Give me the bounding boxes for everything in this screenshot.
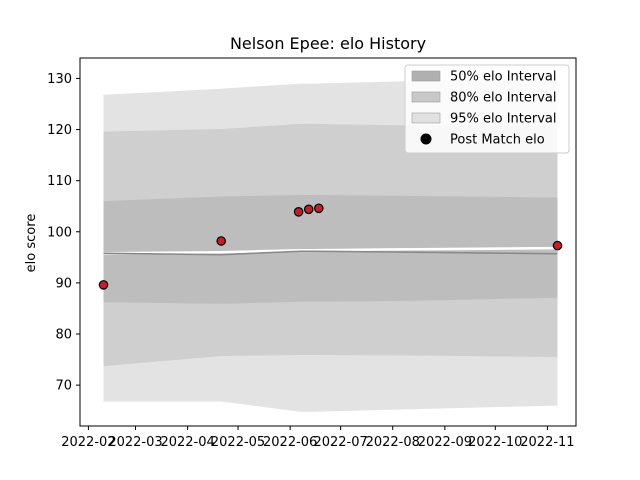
elo-lines: [103, 246, 558, 256]
y-tick-label: 80: [55, 328, 72, 343]
post-match-point: [552, 240, 563, 251]
legend-swatch: [411, 112, 441, 124]
legend-swatch: [411, 91, 441, 103]
y-tick-label: 90: [55, 276, 72, 291]
post-match-points: [98, 203, 563, 290]
x-tick-label: 2022-03: [108, 435, 162, 450]
legend-label: 80% elo Interval: [450, 91, 557, 106]
y-axis-label: elo score: [24, 214, 39, 273]
y-tick-label: 70: [55, 379, 72, 394]
x-tick-label: 2022-04: [160, 435, 214, 450]
legend-label: 50% elo Interval: [450, 70, 557, 85]
plot-frame: [79, 57, 577, 427]
axes: 7080901001101201302022-022022-032022-042…: [47, 57, 577, 450]
legend-swatch: [411, 70, 441, 82]
x-tick-label: 2022-02: [61, 435, 115, 450]
mean-elo-line: [103, 250, 558, 256]
y-tick-label: 110: [47, 174, 72, 189]
upper-elo-line: [103, 246, 558, 255]
post-match-point: [293, 207, 304, 217]
y-tick-label: 100: [47, 225, 72, 240]
y-tick-label: 120: [47, 123, 72, 138]
x-tick-label: 2022-09: [418, 435, 472, 450]
chart-title: Nelson Epee: elo History: [230, 34, 426, 53]
x-tick-label: 2022-08: [366, 435, 420, 450]
post-match-point: [216, 236, 226, 246]
legend-label: 95% elo Interval: [450, 112, 557, 127]
post-match-point: [313, 203, 324, 214]
x-tick-label: 2022-07: [313, 435, 367, 450]
x-tick-label: 2022-11: [520, 435, 574, 450]
legend-box: [404, 64, 570, 154]
y-tick-label: 130: [47, 72, 72, 87]
post-match-point: [98, 280, 109, 290]
legend-label: Post Match elo: [450, 133, 545, 148]
legend-marker: [420, 133, 432, 145]
legend: 50% elo Interval 80% elo Interval 95% elo …: [404, 64, 570, 154]
x-tick-label: 2022-05: [211, 435, 265, 450]
post-match-point: [303, 204, 314, 215]
x-tick-label: 2022-10: [468, 435, 522, 450]
interval-bands: [103, 76, 558, 412]
x-tick-label: 2022-06: [263, 435, 317, 450]
